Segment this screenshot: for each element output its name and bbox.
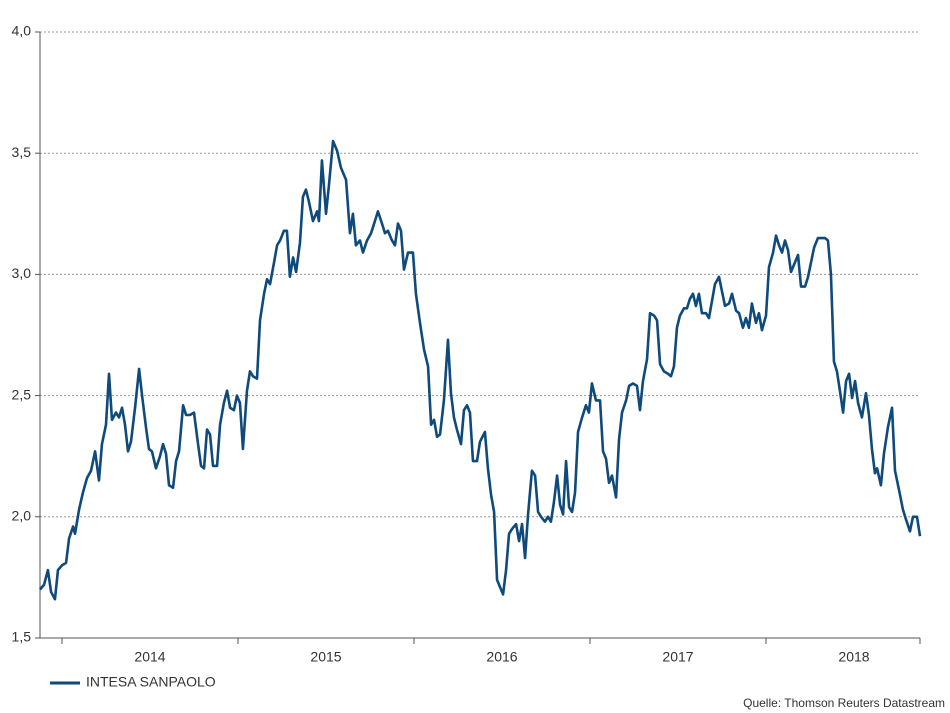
y-tick-label: 3,5 — [12, 144, 32, 160]
y-tick-label: 2,5 — [12, 386, 32, 402]
y-tick-label: 1,5 — [12, 629, 32, 645]
x-tick-label: 2016 — [486, 649, 517, 665]
x-tick-label: 2014 — [134, 649, 165, 665]
x-tick-label: 2018 — [838, 649, 869, 665]
y-tick-label: 2,0 — [12, 508, 32, 524]
source-note: Quelle: Thomson Reuters Datastream — [743, 696, 945, 710]
legend-label: INTESA SANPAOLO — [86, 674, 216, 690]
y-tick-label: 4,0 — [12, 23, 32, 39]
x-tick-label: 2015 — [310, 649, 341, 665]
series-line — [39, 139, 922, 601]
x-tick-label: 2017 — [662, 649, 693, 665]
y-tick-label: 3,0 — [12, 265, 32, 281]
